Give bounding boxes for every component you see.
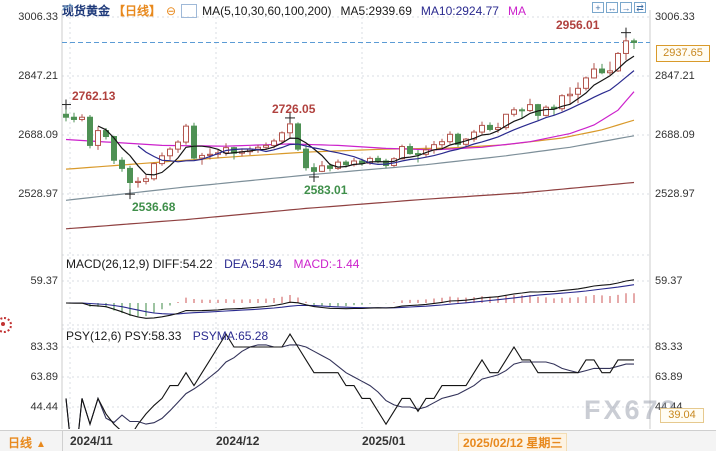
main-price-pane [62, 27, 650, 230]
chart-header: 现货黄金 【日线】 ⊖ MA(5,10,30,60,100,200) MA5:2… [62, 2, 526, 19]
macd-axis-left: 59.37 [30, 275, 58, 287]
fit-horizontal-icon[interactable]: ↔ [606, 2, 618, 13]
psy-axis-right-1: 83.33 [655, 341, 683, 353]
high-price-annotation: 2726.05 [272, 101, 316, 116]
crosshair-icon[interactable]: + [592, 2, 604, 13]
price-axis-left-1: 3006.33 [18, 11, 58, 23]
price-axis-left-3: 2688.09 [18, 129, 58, 141]
bottombar-divider [62, 431, 63, 451]
ma10-line [137, 70, 635, 166]
ma-settings-label[interactable]: MA(5,10,30,60,100,200) [202, 3, 332, 18]
pan-right-icon[interactable]: → [620, 2, 632, 13]
psy-axis-left-1: 83.33 [30, 341, 58, 353]
macd-dea-value: DEA:54.94 [224, 257, 283, 271]
ma30-value: MA [507, 3, 526, 18]
period-selector[interactable]: 日线 ▲ [8, 436, 46, 450]
period-label[interactable]: 【日线】 [113, 4, 162, 18]
candlesticks [63, 35, 637, 192]
x-axis-label-nov: 2024/11 [70, 434, 113, 448]
go-to-end-icon[interactable]: ⇄ [634, 2, 646, 13]
ma10-value: MA10:2924.77 [420, 3, 499, 18]
kline-chart-icon[interactable] [62, 3, 198, 18]
psy-params-value: PSY(12,6) PSY:58.33 [66, 329, 182, 343]
high-price-annotation: 2762.13 [72, 88, 116, 103]
ma100-line [65, 135, 635, 201]
price-axis-right-3: 2688.09 [655, 129, 695, 141]
dea-line [66, 284, 635, 315]
psy-pane [65, 333, 634, 429]
price-axis-left-2: 2847.21 [18, 70, 58, 82]
psy-line [65, 333, 634, 429]
low-price-annotation: 2536.68 [132, 200, 176, 215]
macd-legend[interactable]: MACD(26,12,9) DIFF:54.22 DEA:54.94 MACD:… [66, 257, 359, 271]
ma5-value: MA5:2939.69 [340, 3, 412, 18]
macd-axis-right: 59.37 [655, 275, 683, 287]
bottom-timeline-bar: 日线 ▲ 2024/11 2024/12 2025/01 2025/02/12 星… [0, 430, 716, 451]
price-axis-right-2: 2847.21 [655, 70, 695, 82]
price-axis-left-4: 2528.97 [18, 188, 58, 200]
psy-axis-left-3: 44.44 [30, 401, 58, 413]
ma5-line [97, 55, 635, 176]
psyma-value: PSYMA:65.28 [192, 329, 269, 343]
psyma-line [65, 344, 634, 429]
chart-toolbar: + ↔ → ⇄ [592, 2, 646, 13]
psy-legend[interactable]: PSY(12,6) PSY:58.33 PSYMA:65.28 [66, 329, 268, 343]
gridlines [61, 10, 651, 429]
price-axis-right-4: 2528.97 [655, 188, 695, 200]
macd-pane [65, 279, 635, 319]
symbol-name[interactable]: 现货黄金 [62, 4, 111, 18]
psy-axis-left-2: 63.89 [30, 371, 58, 383]
macd-value: MACD:-1.44 [293, 257, 360, 271]
diff-line [65, 279, 635, 319]
price-axis-right-1: 3006.33 [655, 11, 695, 23]
low-price-annotation: 2583.01 [304, 182, 348, 197]
ma30-line [65, 91, 635, 151]
current-date-label: 2025/02/12 星期三 [458, 433, 568, 451]
psy-axis-right-2: 63.89 [655, 371, 683, 383]
indicator-settings-icon[interactable] [0, 317, 12, 333]
x-axis-label-jan: 2025/01 [362, 434, 406, 448]
high-price-annotation: 2956.01 [556, 17, 600, 32]
x-axis-label-dec: 2024/12 [216, 434, 260, 448]
period-arrow-icon: ▲ [36, 439, 46, 450]
ma200-line [65, 181, 635, 230]
current-price-tag: 2937.65 [656, 45, 710, 62]
psy-value-tag: 39.04 [660, 408, 704, 423]
macd-params-diff: MACD(26,12,9) DIFF:54.22 [66, 257, 213, 271]
collapse-icon[interactable]: ⊖ [166, 3, 177, 18]
